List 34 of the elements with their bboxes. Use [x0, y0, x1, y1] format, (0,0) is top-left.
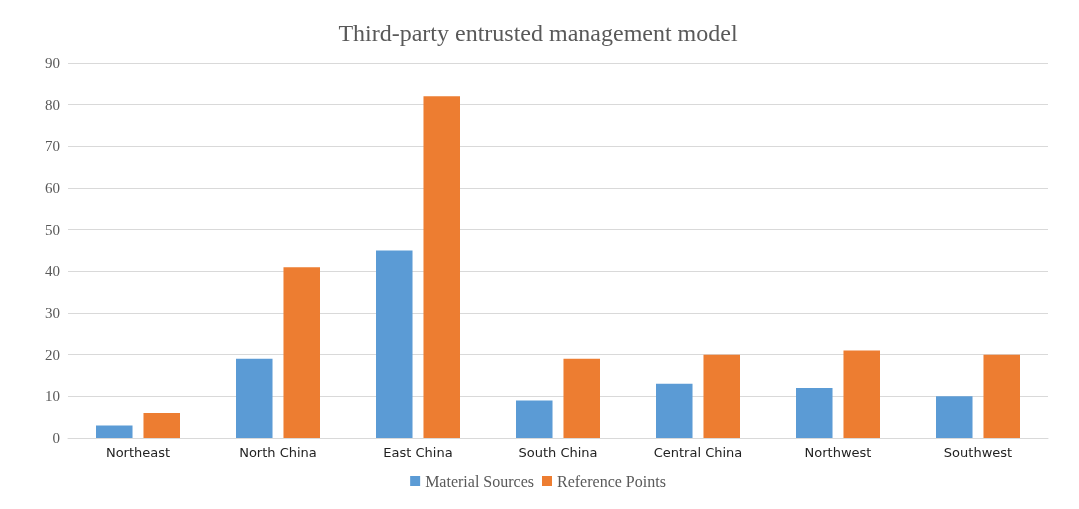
- bar: [283, 267, 320, 438]
- y-tick-label: 50: [45, 221, 60, 238]
- bar: [843, 350, 880, 438]
- bar: [703, 354, 740, 438]
- x-tick-label: South China: [518, 445, 598, 460]
- y-tick-label: 70: [45, 138, 60, 155]
- y-tick-label: 60: [45, 180, 60, 196]
- bar: [983, 354, 1020, 438]
- legend-label: Material Sources: [425, 472, 535, 490]
- x-tick-label: Northwest: [804, 445, 872, 460]
- x-tick-label: East China: [383, 445, 453, 460]
- bar: [236, 358, 273, 438]
- bar: [376, 250, 413, 438]
- bar: [563, 358, 600, 438]
- bar: [656, 383, 693, 438]
- chart-title: Third-party entrusted management model: [338, 20, 738, 46]
- x-tick-label: Northeast: [105, 445, 171, 460]
- y-tick-label: 10: [45, 388, 60, 405]
- x-tick-label: Central China: [653, 445, 743, 460]
- x-tick-label: Southwest: [943, 445, 1013, 460]
- y-tick-label: 40: [45, 263, 60, 280]
- bar: [796, 388, 833, 438]
- y-tick-label: 90: [45, 55, 60, 71]
- bar: [143, 413, 180, 438]
- y-tick-label: 80: [45, 96, 60, 113]
- y-tick-label: 0: [52, 430, 60, 446]
- bar: [936, 396, 973, 438]
- y-tick-label: 20: [45, 346, 60, 363]
- legend-label: Reference Points: [557, 472, 666, 490]
- bar: [423, 96, 460, 438]
- y-tick-label: 30: [45, 305, 60, 321]
- x-tick-label: North China: [239, 445, 317, 460]
- bar: [516, 400, 553, 438]
- bar: [96, 425, 133, 438]
